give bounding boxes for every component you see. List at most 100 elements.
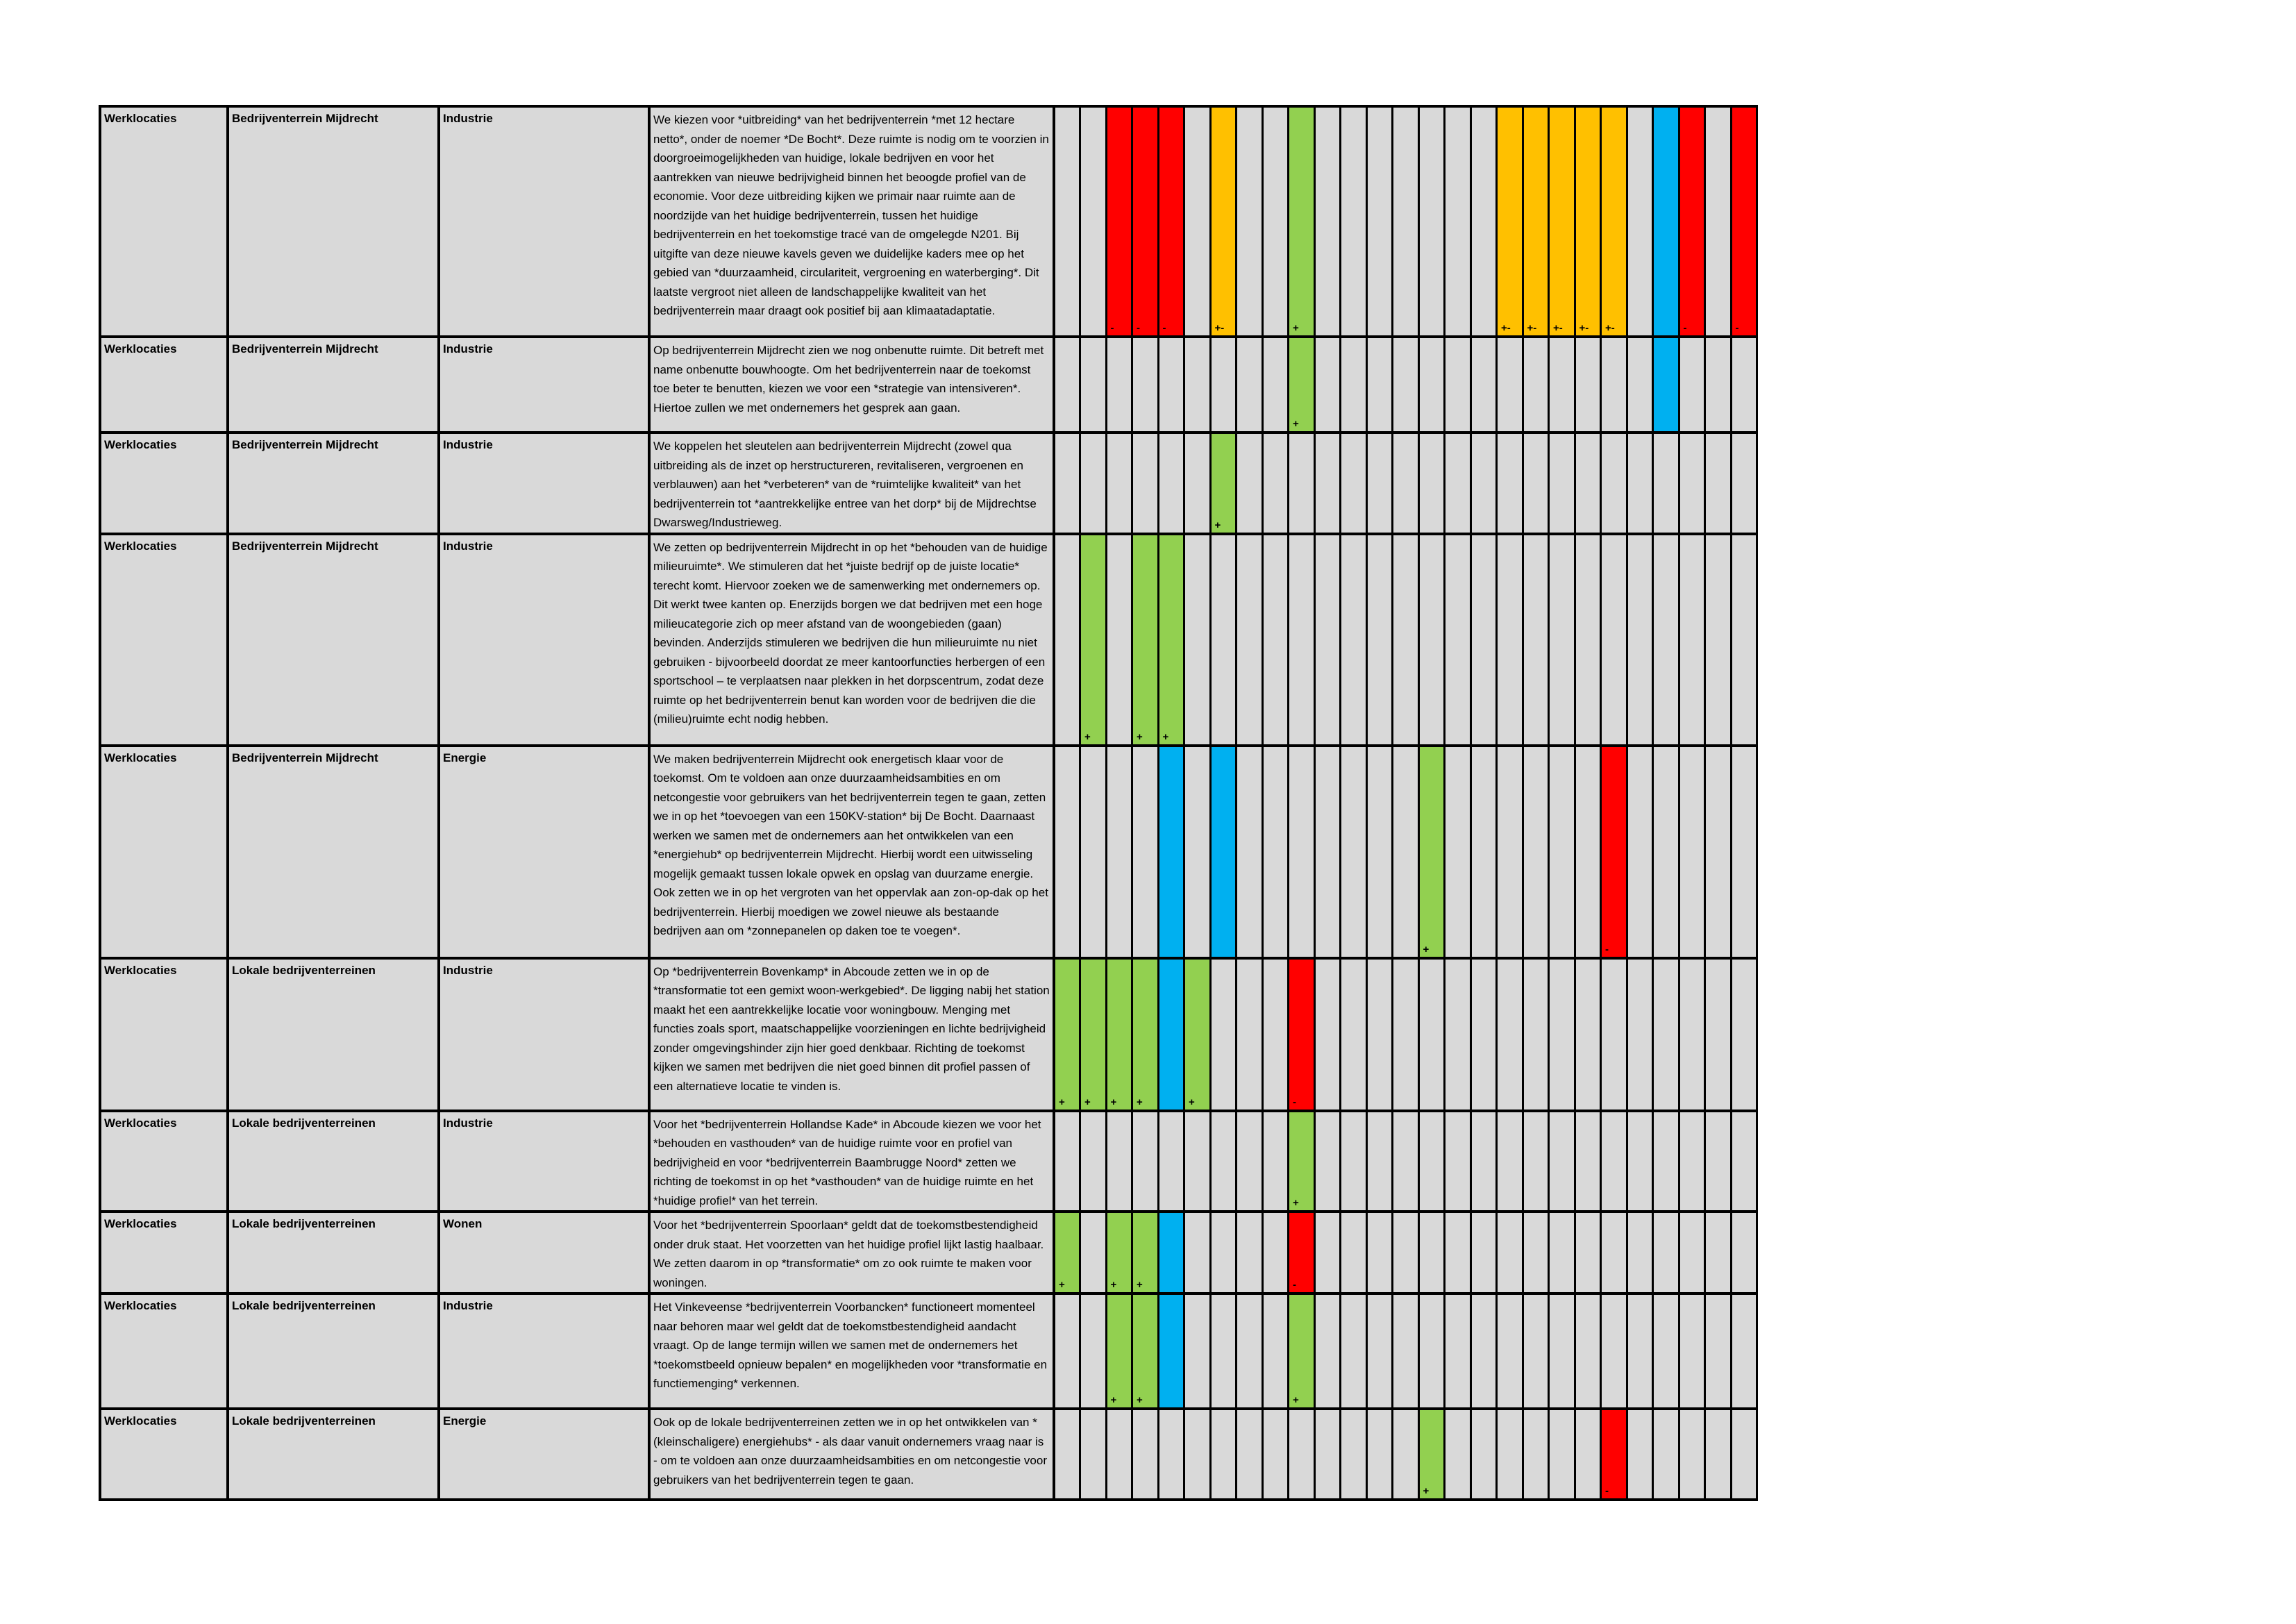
indicator-cell[interactable] — [1365, 105, 1393, 338]
indicator-cell[interactable] — [1704, 1210, 1732, 1295]
indicator-cell[interactable] — [1417, 1210, 1446, 1295]
indicator-cell[interactable] — [1652, 1210, 1680, 1295]
indicator-cell[interactable] — [1391, 1109, 1420, 1213]
indicator-cell[interactable] — [1521, 1210, 1550, 1295]
indicator-cell[interactable] — [1469, 105, 1498, 338]
indicator-cell[interactable] — [1183, 744, 1212, 960]
indicator-cell[interactable] — [1053, 1407, 1081, 1501]
indicator-cell-blue[interactable] — [1157, 744, 1185, 960]
indicator-cell-green[interactable]: + — [1183, 956, 1212, 1112]
description-cell[interactable]: Voor het *bedrijventerrein Spoorlaan* ge… — [648, 1210, 1055, 1295]
indicator-cell[interactable] — [1469, 1292, 1498, 1410]
indicator-cell[interactable] — [1261, 105, 1289, 338]
indicator-cell[interactable] — [1417, 105, 1446, 338]
indicator-cell[interactable] — [1079, 1210, 1107, 1295]
indicator-cell[interactable] — [1365, 1407, 1393, 1501]
indicator-cell[interactable] — [1209, 1210, 1237, 1295]
description-cell[interactable]: Op *bedrijventerrein Bovenkamp* in Abcou… — [648, 956, 1055, 1112]
indicator-cell[interactable] — [1625, 532, 1654, 747]
indicator-cell[interactable] — [1391, 744, 1420, 960]
indicator-cell[interactable] — [1183, 1210, 1212, 1295]
indicator-cell[interactable] — [1339, 1109, 1368, 1213]
indicator-cell[interactable] — [1652, 744, 1680, 960]
indicator-cell[interactable] — [1469, 1109, 1498, 1213]
location-cell[interactable]: Bedrijventerrein Mijdrecht — [226, 744, 440, 960]
indicator-cell[interactable] — [1209, 532, 1237, 747]
indicator-cell-blue[interactable] — [1157, 1210, 1185, 1295]
indicator-cell[interactable] — [1729, 1109, 1758, 1213]
theme-cell[interactable]: Industrie — [437, 1109, 651, 1213]
indicator-cell-green[interactable]: + — [1417, 744, 1446, 960]
indicator-cell[interactable] — [1105, 1407, 1133, 1501]
indicator-cell[interactable] — [1287, 744, 1316, 960]
indicator-cell[interactable] — [1600, 532, 1628, 747]
category-cell[interactable]: Werklocaties — [99, 1109, 229, 1213]
indicator-cell[interactable] — [1183, 1109, 1212, 1213]
indicator-cell[interactable] — [1600, 1210, 1628, 1295]
indicator-cell[interactable] — [1677, 1210, 1706, 1295]
indicator-cell-green[interactable]: + — [1053, 1210, 1081, 1295]
indicator-cell[interactable] — [1729, 1407, 1758, 1501]
indicator-cell[interactable] — [1339, 744, 1368, 960]
indicator-cell[interactable] — [1704, 744, 1732, 960]
indicator-cell[interactable] — [1521, 1109, 1550, 1213]
indicator-cell-green[interactable]: + — [1105, 1210, 1133, 1295]
indicator-cell-red[interactable]: - — [1105, 105, 1133, 338]
indicator-cell[interactable] — [1652, 1292, 1680, 1410]
indicator-cell[interactable] — [1729, 1210, 1758, 1295]
indicator-cell[interactable] — [1365, 744, 1393, 960]
indicator-cell[interactable] — [1365, 1109, 1393, 1213]
indicator-cell[interactable] — [1417, 335, 1446, 434]
indicator-cell[interactable] — [1625, 335, 1654, 434]
indicator-cell[interactable] — [1365, 431, 1393, 535]
indicator-cell[interactable] — [1261, 744, 1289, 960]
indicator-cell[interactable] — [1287, 532, 1316, 747]
indicator-cell[interactable] — [1079, 1292, 1107, 1410]
indicator-cell[interactable] — [1391, 956, 1420, 1112]
category-cell[interactable]: Werklocaties — [99, 956, 229, 1112]
location-cell[interactable]: Bedrijventerrein Mijdrecht — [226, 532, 440, 747]
indicator-cell[interactable] — [1600, 431, 1628, 535]
indicator-cell[interactable] — [1729, 335, 1758, 434]
indicator-cell[interactable] — [1365, 956, 1393, 1112]
theme-cell[interactable]: Energie — [437, 1407, 651, 1501]
indicator-cell-red[interactable]: - — [1131, 105, 1159, 338]
indicator-cell[interactable] — [1625, 105, 1654, 338]
indicator-cell[interactable] — [1625, 956, 1654, 1112]
indicator-cell[interactable] — [1053, 532, 1081, 747]
indicator-cell-blue[interactable] — [1652, 105, 1680, 338]
indicator-cell[interactable] — [1677, 1292, 1706, 1410]
indicator-cell[interactable] — [1339, 956, 1368, 1112]
indicator-cell[interactable] — [1079, 1407, 1107, 1501]
indicator-cell[interactable] — [1261, 1292, 1289, 1410]
indicator-cell[interactable] — [1652, 532, 1680, 747]
indicator-cell[interactable] — [1600, 1292, 1628, 1410]
indicator-cell[interactable] — [1625, 1407, 1654, 1501]
indicator-cell[interactable] — [1600, 956, 1628, 1112]
indicator-cell-blue[interactable] — [1157, 956, 1185, 1112]
theme-cell[interactable]: Industrie — [437, 956, 651, 1112]
indicator-cell-green[interactable]: + — [1157, 532, 1185, 747]
indicator-cell-green[interactable]: + — [1079, 532, 1107, 747]
indicator-cell[interactable] — [1677, 335, 1706, 434]
indicator-cell[interactable] — [1704, 956, 1732, 1112]
indicator-cell[interactable] — [1105, 532, 1133, 747]
indicator-cell[interactable] — [1105, 744, 1133, 960]
indicator-cell[interactable] — [1729, 532, 1758, 747]
indicator-cell[interactable] — [1704, 105, 1732, 338]
indicator-cell-green[interactable]: + — [1105, 956, 1133, 1112]
indicator-cell[interactable] — [1729, 744, 1758, 960]
location-cell[interactable]: Lokale bedrijventerreinen — [226, 1210, 440, 1295]
indicator-cell[interactable] — [1677, 744, 1706, 960]
indicator-cell-red[interactable]: - — [1287, 956, 1316, 1112]
indicator-cell[interactable] — [1339, 1210, 1368, 1295]
indicator-cell[interactable] — [1235, 1292, 1264, 1410]
indicator-cell[interactable] — [1391, 1292, 1420, 1410]
location-cell[interactable]: Lokale bedrijventerreinen — [226, 956, 440, 1112]
indicator-cell[interactable] — [1235, 1210, 1264, 1295]
indicator-cell[interactable] — [1417, 956, 1446, 1112]
indicator-cell[interactable] — [1053, 105, 1081, 338]
indicator-cell[interactable] — [1469, 335, 1498, 434]
indicator-cell[interactable] — [1183, 1292, 1212, 1410]
location-cell[interactable]: Lokale bedrijventerreinen — [226, 1109, 440, 1213]
